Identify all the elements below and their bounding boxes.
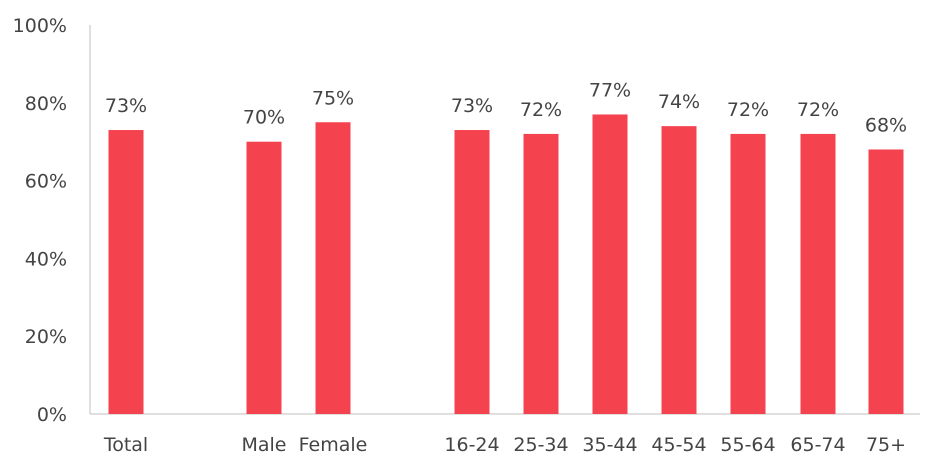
- bars: [108, 114, 904, 415]
- category-label: 75+: [866, 434, 906, 456]
- category-label: 25-34: [513, 434, 568, 456]
- category-label: Total: [103, 434, 148, 456]
- category-label: 16-24: [444, 434, 499, 456]
- data-label: 74%: [658, 91, 700, 113]
- data-label: 72%: [520, 99, 562, 121]
- bar: [661, 126, 697, 414]
- category-label: 35-44: [582, 434, 637, 456]
- bar: [454, 130, 490, 414]
- bar: [730, 133, 766, 415]
- y-tick-label: 80%: [25, 93, 67, 115]
- data-label: 73%: [105, 95, 147, 117]
- category-label: Female: [299, 434, 368, 456]
- y-tick-label: 40%: [25, 248, 67, 270]
- y-axis-labels: 0% 20% 40% 60% 80% 100%: [13, 15, 67, 426]
- y-tick-label: 60%: [25, 171, 67, 193]
- y-tick-label: 100%: [13, 15, 67, 37]
- data-label: 70%: [243, 107, 285, 129]
- data-label: 77%: [589, 79, 631, 101]
- data-labels: 73% 70% 75% 73% 72% 77% 74% 72% 72% 68%: [105, 79, 907, 136]
- y-tick-label: 0%: [37, 404, 67, 426]
- data-label: 72%: [727, 99, 769, 121]
- data-label: 72%: [797, 99, 839, 121]
- category-label: Male: [241, 434, 286, 456]
- bar: [800, 133, 836, 415]
- y-tick-label: 20%: [25, 326, 67, 348]
- bar: [523, 133, 559, 415]
- bar: [315, 122, 351, 414]
- category-label: 55-64: [720, 434, 775, 456]
- bar: [108, 130, 144, 414]
- bar: [592, 114, 628, 414]
- data-label: 75%: [312, 87, 354, 109]
- data-label: 68%: [865, 114, 907, 136]
- data-label: 73%: [451, 95, 493, 117]
- category-label: 65-74: [790, 434, 845, 456]
- bar: [868, 149, 904, 415]
- category-label: 45-54: [651, 434, 706, 456]
- bar: [246, 141, 282, 414]
- category-labels: Total Male Female 16-24 25-34 35-44 45-54 55-64…: [103, 434, 906, 456]
